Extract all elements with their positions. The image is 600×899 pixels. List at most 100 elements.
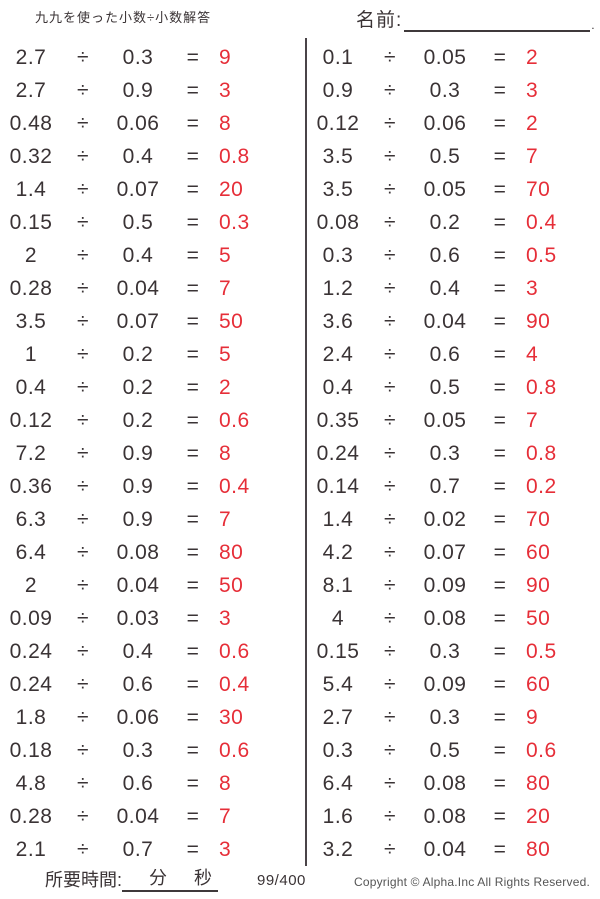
dividend: 7.2 — [15, 441, 47, 465]
divide-sign-icon: ÷ — [76, 804, 90, 828]
dividend: 0.24 — [9, 672, 53, 696]
problem-row: 1.6 ÷ 0.08 = 20 — [307, 800, 600, 833]
divisor: 0.5 — [429, 144, 461, 168]
answer: 0.4 — [219, 474, 250, 498]
dividend: 0.15 — [9, 210, 53, 234]
divide-sign-icon: ÷ — [383, 474, 397, 498]
equals-sign: = — [186, 78, 200, 102]
dividend: 4.2 — [322, 540, 354, 564]
problem-row: 0.09 ÷ 0.03 = 3 — [0, 602, 305, 635]
divide-sign-icon: ÷ — [383, 210, 397, 234]
answer: 0.4 — [526, 210, 557, 234]
divisor: 0.09 — [423, 672, 467, 696]
equals-sign: = — [186, 837, 200, 861]
answer: 50 — [526, 606, 551, 630]
answer: 50 — [219, 309, 244, 333]
problem-row: 0.3 ÷ 0.6 = 0.5 — [307, 239, 600, 272]
divide-sign-icon: ÷ — [383, 342, 397, 366]
answer: 3 — [219, 606, 232, 630]
divisor: 0.05 — [423, 408, 467, 432]
answer: 60 — [526, 672, 551, 696]
equals-sign: = — [186, 672, 200, 696]
answer: 8 — [219, 111, 232, 135]
problem-row: 3.2 ÷ 0.04 = 80 — [307, 833, 600, 866]
dividend: 1.4 — [322, 507, 354, 531]
problem-row: 0.12 ÷ 0.06 = 2 — [307, 107, 600, 140]
divide-sign-icon: ÷ — [383, 837, 397, 861]
problem-row: 0.35 ÷ 0.05 = 7 — [307, 404, 600, 437]
equals-sign: = — [493, 144, 507, 168]
answer: 2 — [526, 45, 539, 69]
divisor: 0.6 — [122, 771, 154, 795]
divisor: 0.07 — [116, 177, 160, 201]
problem-row: 0.15 ÷ 0.3 = 0.5 — [307, 635, 600, 668]
problem-row: 0.15 ÷ 0.5 = 0.3 — [0, 206, 305, 239]
equals-sign: = — [493, 573, 507, 597]
problem-row: 2.7 ÷ 0.9 = 3 — [0, 74, 305, 107]
divisor: 0.06 — [423, 111, 467, 135]
dividend: 3.2 — [322, 837, 354, 861]
divisor: 0.9 — [122, 507, 154, 531]
divisor: 0.05 — [423, 45, 467, 69]
equals-sign: = — [493, 474, 507, 498]
answer: 70 — [526, 177, 551, 201]
problem-row: 4.2 ÷ 0.07 = 60 — [307, 536, 600, 569]
divisor: 0.5 — [429, 375, 461, 399]
seconds-unit-label: 秒 — [194, 868, 213, 888]
answer: 9 — [219, 45, 232, 69]
copyright-notice: Copyright © Alpha.Inc All Rights Reserve… — [353, 875, 590, 889]
dividend: 5.4 — [322, 672, 354, 696]
divide-sign-icon: ÷ — [76, 672, 90, 696]
dividend: 2.4 — [322, 342, 354, 366]
answer: 5 — [219, 243, 232, 267]
divisor: 0.06 — [116, 705, 160, 729]
equals-sign: = — [186, 804, 200, 828]
dividend: 2.1 — [15, 837, 47, 861]
divisor: 0.06 — [116, 111, 160, 135]
equals-sign: = — [493, 309, 507, 333]
problem-row: 2 ÷ 0.4 = 5 — [0, 239, 305, 272]
answer: 2 — [526, 111, 539, 135]
equals-sign: = — [186, 45, 200, 69]
time-input-line[interactable]: 分 秒 — [122, 868, 219, 892]
divisor: 0.04 — [116, 573, 160, 597]
dividend: 6.3 — [15, 507, 47, 531]
equals-sign: = — [493, 111, 507, 135]
dividend: 0.32 — [9, 144, 53, 168]
divide-sign-icon: ÷ — [383, 606, 397, 630]
divide-sign-icon: ÷ — [383, 672, 397, 696]
problem-row: 0.32 ÷ 0.4 = 0.8 — [0, 140, 305, 173]
equals-sign: = — [186, 210, 200, 234]
equals-sign: = — [186, 573, 200, 597]
divide-sign-icon: ÷ — [76, 507, 90, 531]
problem-row: 2.1 ÷ 0.7 = 3 — [0, 833, 305, 866]
dividend: 0.08 — [316, 210, 360, 234]
name-field: 名前: . — [356, 5, 595, 32]
dividend: 3.6 — [322, 309, 354, 333]
name-input-line[interactable] — [404, 8, 591, 32]
equals-sign: = — [186, 507, 200, 531]
equals-sign: = — [186, 375, 200, 399]
equals-sign: = — [186, 705, 200, 729]
dividend: 1.8 — [15, 705, 47, 729]
divide-sign-icon: ÷ — [76, 837, 90, 861]
divide-sign-icon: ÷ — [76, 771, 90, 795]
divisor: 0.7 — [122, 837, 154, 861]
problem-row: 0.9 ÷ 0.3 = 3 — [307, 74, 600, 107]
dividend: 3.5 — [322, 177, 354, 201]
answer: 80 — [219, 540, 244, 564]
equals-sign: = — [186, 606, 200, 630]
dividend: 0.12 — [9, 408, 53, 432]
answer: 0.2 — [526, 474, 557, 498]
divide-sign-icon: ÷ — [383, 639, 397, 663]
divide-sign-icon: ÷ — [76, 573, 90, 597]
problem-row: 0.1 ÷ 0.05 = 2 — [307, 41, 600, 74]
equals-sign: = — [493, 672, 507, 696]
dividend: 0.4 — [15, 375, 47, 399]
answer: 0.5 — [526, 243, 557, 267]
divisor: 0.3 — [429, 705, 461, 729]
divisor: 0.04 — [116, 804, 160, 828]
equals-sign: = — [493, 342, 507, 366]
page-number: 99/400 — [257, 872, 306, 889]
divide-sign-icon: ÷ — [383, 408, 397, 432]
